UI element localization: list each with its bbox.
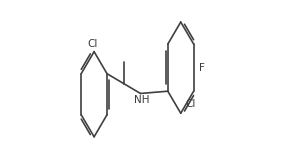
Text: NH: NH — [134, 95, 150, 105]
Text: Cl: Cl — [185, 99, 195, 109]
Text: Cl: Cl — [88, 39, 98, 49]
Text: F: F — [199, 63, 205, 73]
